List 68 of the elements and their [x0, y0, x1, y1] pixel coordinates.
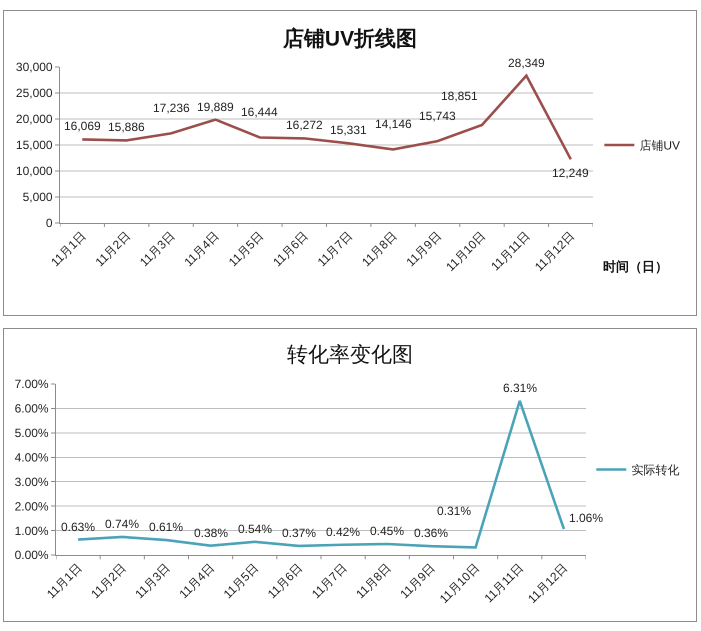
data-label: 28,349: [508, 56, 546, 70]
chart-title: 店铺UV折线图: [282, 26, 418, 50]
data-label: 0.54%: [238, 522, 272, 536]
data-label: 16,069: [64, 119, 102, 133]
x-tick-label: 11月4日: [176, 560, 217, 602]
y-tick-label: 4.00%: [14, 450, 49, 464]
legend-label: 店铺UV: [639, 138, 680, 153]
legend-label: 实际转化: [631, 463, 680, 478]
x-tick-label: 11月11日: [488, 228, 533, 274]
data-label: 0.63%: [61, 520, 96, 534]
x-tick-label: 11月6日: [270, 228, 311, 270]
chart-title: 转化率变化图: [287, 343, 413, 366]
data-label: 0.36%: [414, 526, 448, 540]
data-label: 15,743: [419, 109, 456, 123]
data-label: 16,272: [286, 118, 324, 132]
x-tick-label: 11月3日: [132, 560, 173, 602]
x-tick-label: 11月7日: [314, 228, 356, 270]
x-tick-label: 11月11日: [482, 560, 526, 606]
x-tick-label: 11月2日: [92, 228, 133, 270]
data-label: 18,851: [441, 89, 478, 103]
x-tick-label: 11月7日: [309, 560, 350, 602]
x-tick-label: 11月1日: [44, 560, 84, 602]
data-label: 16,444: [241, 105, 278, 119]
data-label: 19,889: [197, 100, 234, 114]
y-tick-label: 3.00%: [14, 474, 49, 489]
y-tick-label: 2.00%: [14, 499, 49, 514]
data-label: 0.74%: [105, 517, 140, 531]
x-tick-label: 11月12日: [532, 228, 578, 274]
x-tick-label: 11月5日: [226, 228, 266, 270]
y-tick-label: 1.00%: [14, 524, 49, 538]
x-tick-label: 11月9日: [404, 228, 444, 270]
data-label: 17,236: [153, 101, 190, 115]
y-tick-label: 7.00%: [14, 377, 49, 392]
y-tick-label: 10,000: [16, 164, 53, 178]
y-tick-label: 5.00%: [14, 426, 49, 440]
x-tick-label: 11月10日: [443, 228, 488, 274]
x-tick-label: 11月8日: [359, 228, 400, 270]
data-label: 1.06%: [569, 511, 604, 525]
x-tick-label: 11月10日: [436, 560, 482, 606]
x-tick-label: 11月12日: [525, 560, 570, 606]
y-tick-label: 0: [46, 216, 53, 230]
x-tick-label: 11月3日: [137, 228, 178, 270]
data-label: 0.61%: [149, 520, 184, 534]
data-label: 6.31%: [503, 381, 538, 395]
data-label: 0.37%: [282, 526, 316, 540]
y-tick-label: 6.00%: [14, 402, 49, 416]
y-tick-label: 30,000: [16, 60, 53, 74]
data-label: 0.45%: [370, 524, 404, 538]
y-tick-label: 25,000: [16, 86, 53, 100]
x-tick-label: 11月8日: [353, 560, 394, 602]
x-axis-title: 时间（日）: [603, 259, 668, 274]
y-tick-label: 5,000: [22, 190, 53, 204]
data-label: 15,886: [108, 120, 146, 134]
data-label: 0.31%: [437, 504, 472, 518]
data-label: 0.38%: [194, 526, 228, 540]
data-label: 15,331: [330, 123, 368, 137]
x-tick-label: 11月2日: [88, 560, 129, 602]
x-tick-label: 11月4日: [181, 228, 222, 270]
x-tick-label: 11月6日: [264, 560, 306, 602]
x-tick-label: 11月1日: [48, 228, 89, 270]
data-label: 0.42%: [326, 525, 360, 539]
y-tick-label: 0.00%: [14, 548, 49, 562]
x-tick-label: 11月5日: [220, 560, 262, 602]
y-tick-label: 20,000: [16, 112, 53, 126]
y-tick-label: 15,000: [16, 138, 53, 152]
data-label: 12,249: [552, 166, 590, 180]
x-tick-label: 11月9日: [397, 560, 438, 602]
data-label: 14,146: [375, 117, 412, 131]
